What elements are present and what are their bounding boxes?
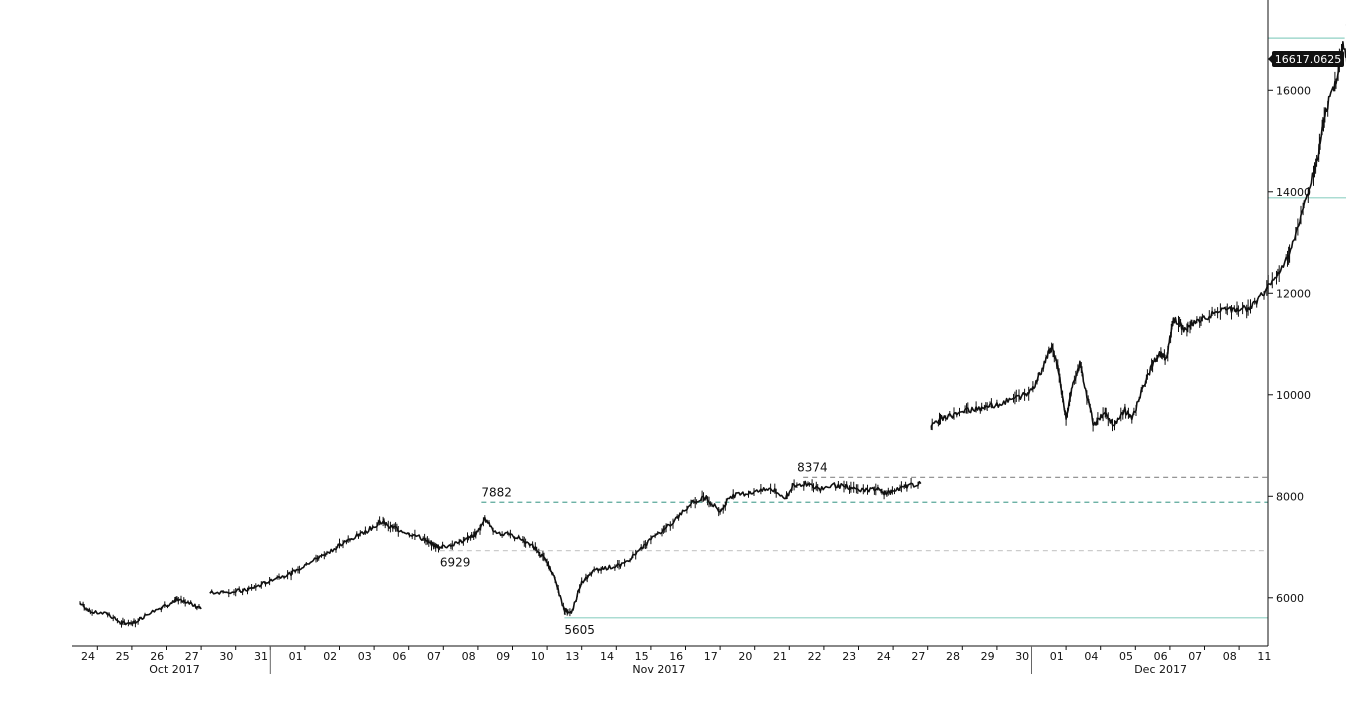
x-tick-label-30: 05 [1119,650,1133,663]
x-tick-label-18: 17 [704,650,718,663]
x-tick-label-27: 30 [1015,650,1029,663]
x-tick-label-19: 20 [738,650,752,663]
annotation-6929: 6929 [440,556,471,570]
annotation-17027: 17027 [1345,22,1346,36]
x-tick-label-11: 08 [462,650,476,663]
x-tick-label-26: 29 [981,650,995,663]
price-line-segment-0 [79,597,202,626]
x-tick-label-24: 27 [911,650,925,663]
annotations: 78826929560583741702713881 [440,22,1346,637]
x-tick-label-5: 31 [254,650,268,663]
x-tick-label-13: 10 [531,650,545,663]
price-line-segment-1 [209,480,922,614]
y-tick-label-8000: 8000 [1276,490,1304,503]
x-tick-label-17: 16 [669,650,683,663]
price-series [79,41,1346,628]
x-tick-label-8: 03 [358,650,372,663]
annotation-5605: 5605 [564,623,595,637]
x-tick-label-34: 11 [1257,650,1271,663]
axes: 6000 8000 10000 12000 14000 16000 16617.0625 24… [72,0,1344,676]
price-line-segment-2 [930,41,1346,428]
x-tick-label-14: 13 [565,650,579,663]
x-tick-label-21: 22 [808,650,822,663]
x-tick-label-31: 06 [1154,650,1168,663]
x-tick-label-1: 25 [116,650,130,663]
price-wicks-segment-0 [79,595,200,628]
month-label-1: Nov 2017 [632,663,685,676]
x-tick-label-12: 09 [496,650,510,663]
x-tick-label-28: 01 [1050,650,1064,663]
x-tick-label-15: 14 [600,650,614,663]
x-tick-label-23: 24 [877,650,891,663]
x-tick-label-2: 26 [150,650,164,663]
x-tick-label-33: 08 [1223,650,1237,663]
price-wicks-segment-1 [211,478,919,617]
last-price-label: 16617.0625 [1275,53,1341,66]
last-price-box [1272,50,1344,67]
x-tick-label-20: 21 [773,650,787,663]
y-tick-label-10000: 10000 [1276,389,1311,402]
x-tick-label-4: 30 [219,650,233,663]
annotation-7882: 7882 [481,485,512,499]
x-tick-label-29: 04 [1084,650,1098,663]
month-label-0: Oct 2017 [149,663,200,676]
x-tick-label-32: 07 [1188,650,1202,663]
x-tick-label-16: 15 [635,650,649,663]
x-tick-label-7: 02 [323,650,337,663]
y-tick-label-6000: 6000 [1276,592,1304,605]
month-label-2: Dec 2017 [1134,663,1187,676]
x-tick-label-22: 23 [842,650,856,663]
reference-lines [439,37,1346,619]
x-tick-label-25: 28 [946,650,960,663]
x-tick-label-3: 27 [185,650,199,663]
last-price-pointer [1268,53,1273,64]
y-tick-label-16000: 16000 [1276,84,1311,97]
x-tick-label-0: 24 [81,650,95,663]
price-wicks-segment-2 [930,44,1342,432]
y-tick-label-12000: 12000 [1276,287,1311,300]
annotation-8374: 8374 [797,460,828,474]
x-tick-label-6: 01 [289,650,303,663]
x-tick-label-9: 06 [392,650,406,663]
x-tick-label-10: 07 [427,650,441,663]
y-tick-label-14000: 14000 [1276,186,1311,199]
